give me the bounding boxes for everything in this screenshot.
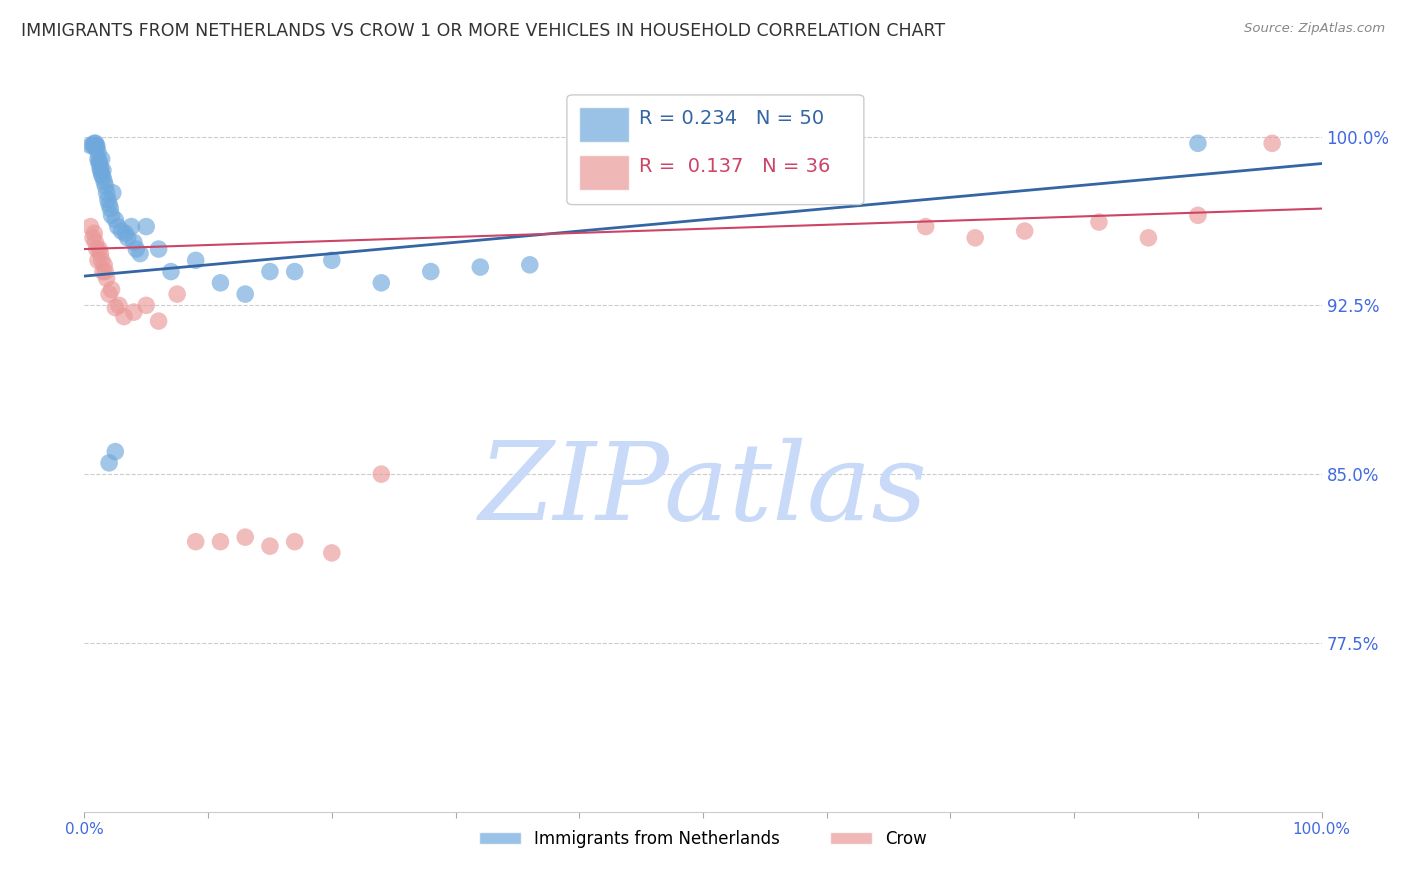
- Point: [1187, 208, 1209, 222]
- Point: [83, 227, 105, 241]
- Point: [148, 242, 170, 256]
- Bar: [579, 155, 628, 190]
- Point: [87, 145, 110, 160]
- Point: [233, 287, 256, 301]
- Point: [104, 212, 127, 227]
- Point: [135, 298, 157, 312]
- Point: [94, 179, 117, 194]
- Point: [89, 156, 111, 170]
- Point: [135, 219, 157, 234]
- Point: [90, 152, 112, 166]
- Point: [166, 287, 188, 301]
- Point: [83, 136, 105, 151]
- Point: [120, 219, 142, 234]
- Point: [122, 305, 145, 319]
- Point: [86, 138, 108, 153]
- Point: [91, 163, 114, 178]
- Point: [96, 186, 118, 200]
- Point: [82, 138, 104, 153]
- Point: [117, 231, 139, 245]
- Text: ZIPatlas: ZIPatlas: [478, 437, 928, 542]
- Point: [321, 546, 343, 560]
- Bar: [579, 107, 628, 143]
- Point: [965, 231, 987, 245]
- Point: [184, 253, 207, 268]
- Point: [125, 242, 148, 256]
- Point: [93, 175, 115, 189]
- Point: [1088, 215, 1111, 229]
- Point: [284, 534, 307, 549]
- Point: [233, 530, 256, 544]
- Point: [129, 246, 152, 260]
- Point: [209, 276, 232, 290]
- Point: [110, 224, 132, 238]
- Text: IMMIGRANTS FROM NETHERLANDS VS CROW 1 OR MORE VEHICLES IN HOUSEHOLD CORRELATION : IMMIGRANTS FROM NETHERLANDS VS CROW 1 OR…: [21, 22, 945, 40]
- Point: [84, 235, 107, 250]
- Point: [519, 258, 541, 272]
- Point: [100, 283, 122, 297]
- Point: [79, 138, 101, 153]
- Point: [86, 141, 108, 155]
- Point: [93, 258, 115, 272]
- Point: [87, 253, 110, 268]
- Point: [83, 138, 105, 153]
- Point: [98, 456, 121, 470]
- Point: [87, 152, 110, 166]
- Point: [107, 219, 129, 234]
- Point: [259, 264, 281, 278]
- Point: [419, 264, 441, 278]
- Point: [98, 202, 121, 216]
- Point: [1137, 231, 1160, 245]
- Point: [370, 276, 392, 290]
- Point: [100, 208, 122, 222]
- Point: [79, 219, 101, 234]
- Point: [96, 271, 118, 285]
- Point: [104, 301, 127, 315]
- Point: [209, 534, 232, 549]
- Point: [184, 534, 207, 549]
- Point: [82, 231, 104, 245]
- Point: [84, 136, 107, 151]
- Point: [370, 467, 392, 482]
- Point: [112, 310, 135, 324]
- Point: [91, 264, 114, 278]
- Point: [160, 264, 183, 278]
- Point: [114, 227, 136, 241]
- Point: [104, 444, 127, 458]
- Point: [914, 219, 936, 234]
- Point: [108, 298, 131, 312]
- FancyBboxPatch shape: [567, 95, 863, 204]
- Point: [122, 235, 145, 250]
- Text: Source: ZipAtlas.com: Source: ZipAtlas.com: [1244, 22, 1385, 36]
- Point: [89, 163, 111, 178]
- Point: [94, 264, 117, 278]
- Point: [89, 242, 111, 256]
- Point: [90, 253, 112, 268]
- Text: R =  0.137   N = 36: R = 0.137 N = 36: [638, 157, 830, 176]
- Text: R = 0.234   N = 50: R = 0.234 N = 50: [638, 109, 824, 128]
- Point: [98, 287, 121, 301]
- Point: [90, 168, 112, 182]
- Point: [91, 169, 114, 184]
- Point: [1261, 136, 1284, 151]
- Point: [98, 197, 121, 211]
- Point: [284, 264, 307, 278]
- Point: [86, 242, 108, 256]
- Point: [89, 161, 111, 175]
- Point: [89, 154, 111, 169]
- Legend: Immigrants from Netherlands, Crow: Immigrants from Netherlands, Crow: [472, 823, 934, 855]
- Point: [1014, 224, 1036, 238]
- Point: [470, 260, 492, 274]
- Point: [148, 314, 170, 328]
- Point: [101, 186, 124, 200]
- Point: [89, 246, 111, 260]
- Point: [259, 539, 281, 553]
- Point: [321, 253, 343, 268]
- Point: [1187, 136, 1209, 151]
- Point: [97, 193, 120, 207]
